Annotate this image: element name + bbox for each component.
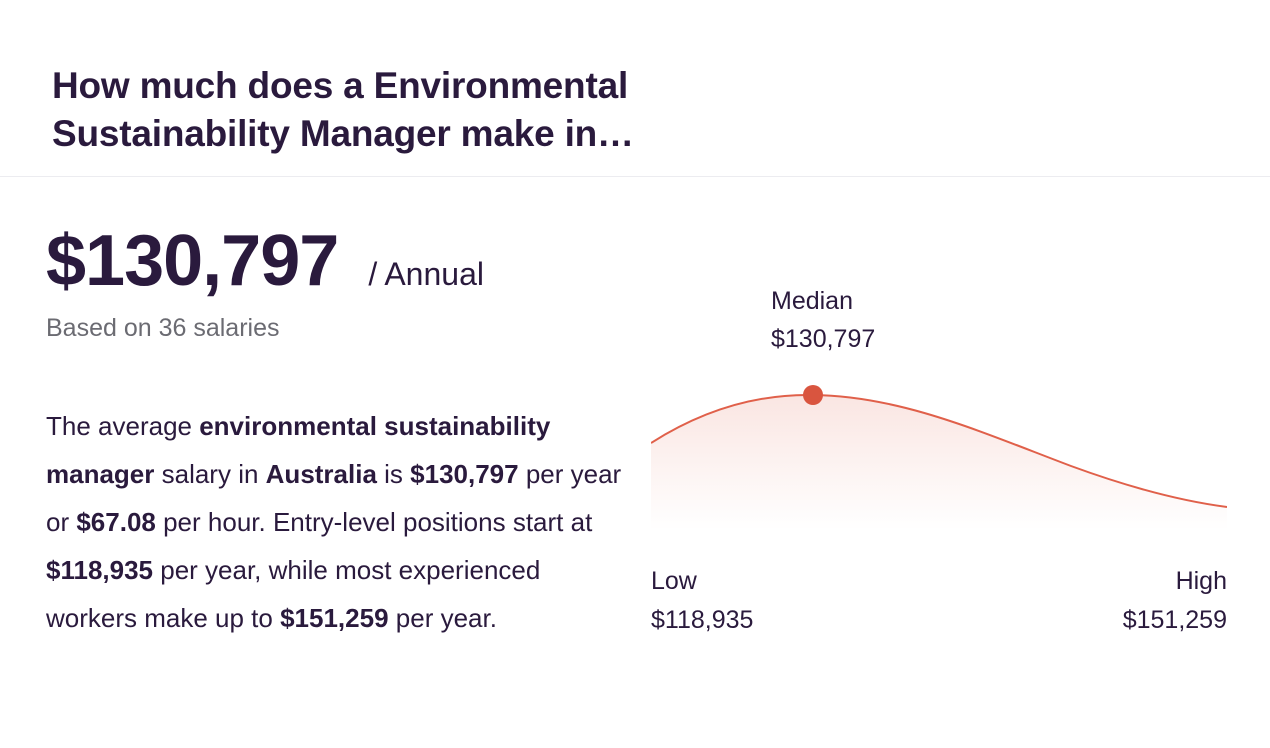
description-text: per year, while most experienced workers… <box>46 555 541 633</box>
high-value: $151,259 <box>1122 606 1227 634</box>
high-label: High <box>1175 567 1227 595</box>
salary-amount: $130,797 <box>46 221 339 301</box>
header: How much does a Environmental Sustainabi… <box>0 0 1270 177</box>
description-text: is <box>376 459 411 489</box>
curve-line <box>651 393 1227 508</box>
median-label: Median <box>771 287 853 315</box>
salary-summary: $130,797 / Annual <box>46 216 484 306</box>
low-value: $118,935 <box>651 606 754 634</box>
description-text: per year. <box>388 603 497 633</box>
page-title: How much does a Environmental Sustainabi… <box>52 65 634 154</box>
salary-curve-graphic <box>651 385 1227 530</box>
description-text: The average <box>46 411 200 441</box>
description-text: per hour. Entry-level positions start at <box>155 507 593 537</box>
description-text: per year or <box>46 459 622 537</box>
median-marker <box>803 385 823 405</box>
median-value: $130,797 <box>771 325 876 353</box>
description-high-salary: $151,259 <box>280 603 389 633</box>
description-location: Australia <box>265 459 377 489</box>
salary-description: The average environmental sustainability… <box>46 402 626 642</box>
description-job-title: environmental sustainability manager <box>46 411 551 489</box>
description-hourly-rate: $67.08 <box>76 507 156 537</box>
description-text: salary in <box>154 459 266 489</box>
salary-period: / Annual <box>368 256 484 292</box>
curve-area <box>651 394 1227 530</box>
salary-distribution-chart: Median $130,797 Low $118,935 High $151,2… <box>651 280 1227 640</box>
low-label: Low <box>651 567 697 595</box>
description-entry-salary: $118,935 <box>46 555 154 585</box>
salary-count: Based on 36 salaries <box>46 314 280 342</box>
description-annual-salary: $130,797 <box>410 459 519 489</box>
